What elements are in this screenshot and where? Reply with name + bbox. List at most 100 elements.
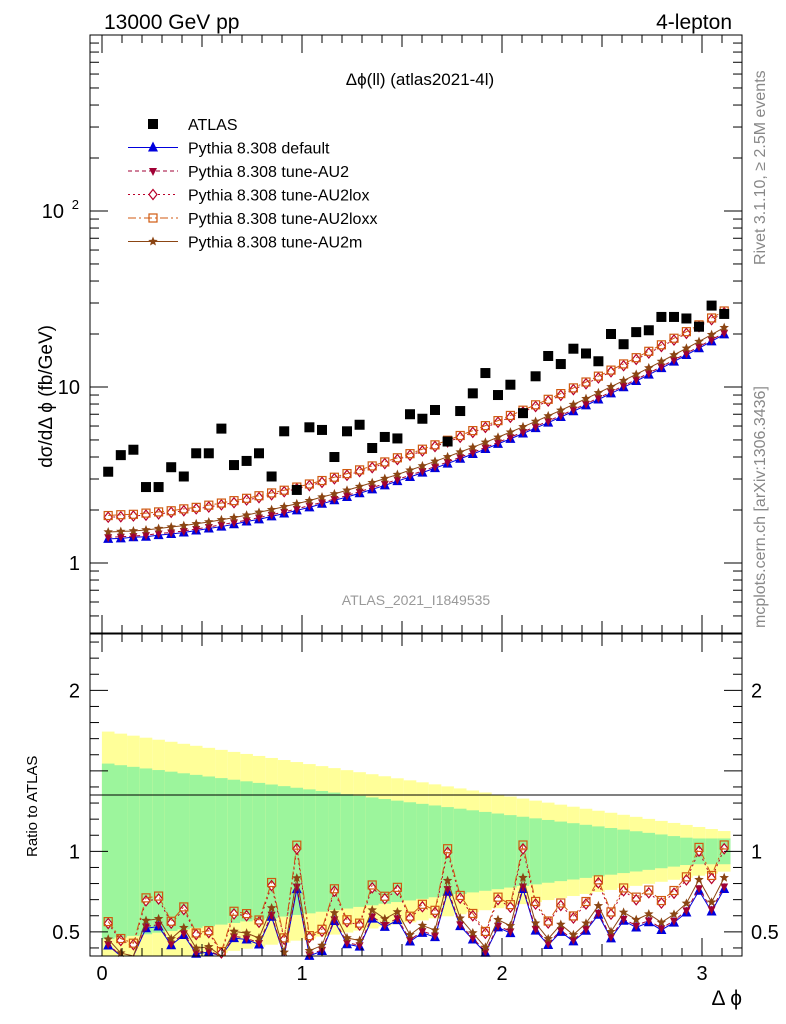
atlas-point: [430, 404, 440, 415]
inner-band: [215, 778, 228, 925]
mc-point: [354, 465, 365, 478]
mc-point: [192, 525, 201, 534]
ratio-point: [556, 899, 566, 912]
ratio-point: [455, 890, 465, 901]
legend-label: Pythia 8.308 tune-AU2loxx: [188, 211, 377, 228]
ratio-ytick-labels: 0.5 0.5 1 1 2 2: [52, 680, 779, 944]
ratio-point: [179, 902, 189, 912]
inner-band: [579, 824, 593, 878]
mc-point: [581, 393, 591, 403]
ratio-point: [656, 895, 667, 906]
ratio-point: [581, 898, 591, 910]
inner-band: [541, 819, 555, 883]
mc-point: [153, 507, 164, 520]
ratio-point: [317, 940, 327, 950]
inner-band: [202, 776, 216, 927]
atlas-point: [530, 371, 541, 382]
mc-point: [644, 346, 654, 356]
mc-point: [128, 509, 138, 519]
mc-point: [279, 501, 289, 511]
ratio-point: [229, 906, 239, 916]
ratio-point: [191, 928, 201, 938]
mc-point: [279, 485, 289, 498]
ratio-point: [656, 897, 667, 910]
mc-point: [593, 387, 604, 397]
ratio-point: [681, 873, 692, 886]
ratio-point: [406, 936, 414, 945]
inner-band: [655, 834, 668, 869]
mc-point: [367, 477, 377, 487]
mc-point: [607, 388, 615, 397]
mc-point: [280, 508, 289, 517]
ratio-point: [267, 877, 277, 888]
ratio-point: [292, 840, 302, 850]
inner-band: [303, 789, 316, 914]
ratio-point: [443, 844, 453, 854]
mc-point: [191, 502, 201, 512]
y-tick-label: 10: [42, 201, 64, 223]
inner-band: [479, 811, 492, 891]
ratio-point: [694, 842, 704, 852]
ratio-point: [530, 918, 541, 928]
mc-point: [568, 383, 579, 393]
x-tick-label: 2: [496, 963, 507, 985]
ratio-point: [568, 911, 579, 921]
inner-band: [365, 797, 379, 906]
mc-point: [167, 529, 176, 538]
ratio-point: [695, 885, 703, 894]
mc-point: [480, 421, 490, 431]
mc-point: [681, 327, 692, 337]
ratio-point: [593, 900, 604, 910]
mc-point: [518, 421, 528, 431]
mc-point: [468, 426, 478, 439]
inner-band: [340, 794, 354, 909]
mc-point: [543, 394, 553, 404]
ratio-point: [254, 915, 264, 925]
legend-label: Pythia 8.308 default: [188, 141, 330, 158]
ratio-point: [581, 896, 591, 907]
inner-band: [428, 805, 442, 898]
ratio-point: [154, 921, 163, 930]
ratio-point: [204, 926, 214, 936]
mc-point: [669, 333, 679, 343]
ratio-point: [607, 933, 615, 942]
mc-point: [304, 479, 315, 492]
inner-band: [453, 808, 467, 895]
ratio-point: [103, 917, 113, 927]
ratio-point: [367, 905, 377, 915]
ratio-point: [456, 921, 465, 930]
ratio-point: [593, 875, 604, 885]
mc-point: [405, 449, 415, 462]
ratio-point: [694, 874, 704, 884]
ratio-point: [431, 932, 439, 941]
ratio-point: [544, 940, 553, 949]
ratio-y-tick-label: 0.5: [52, 922, 80, 944]
mc-point: [431, 463, 439, 472]
ratio-point: [292, 883, 301, 892]
ratio-point: [530, 896, 541, 907]
mc-point: [493, 416, 503, 426]
mc-point: [141, 509, 151, 522]
mc-point: [505, 410, 515, 421]
legend-label: Pythia 8.308 tune-AU2lox: [188, 188, 369, 205]
ratio-point: [669, 909, 679, 919]
side-text-bottom: mcplots.cern.ch [arXiv:1306.3436]: [752, 386, 769, 628]
ratio-point: [632, 922, 641, 931]
mc-point: [695, 343, 703, 352]
ratio-point: [657, 925, 666, 934]
atlas-point: [417, 413, 428, 424]
mc-point: [405, 465, 415, 475]
atlas-point: [505, 379, 516, 390]
atlas-point: [493, 390, 503, 401]
ratio-point: [405, 911, 415, 921]
mc-point: [606, 365, 616, 375]
legend-marker: [148, 119, 158, 129]
mc-point: [380, 473, 390, 483]
mc-point: [179, 527, 188, 536]
atlas-point: [405, 409, 415, 420]
mc-point: [606, 381, 616, 391]
mc-point: [719, 322, 729, 332]
atlas-point: [706, 300, 717, 311]
ratio-ticks: [90, 634, 743, 956]
ratio-y-tick-label-right: 1: [751, 841, 762, 863]
